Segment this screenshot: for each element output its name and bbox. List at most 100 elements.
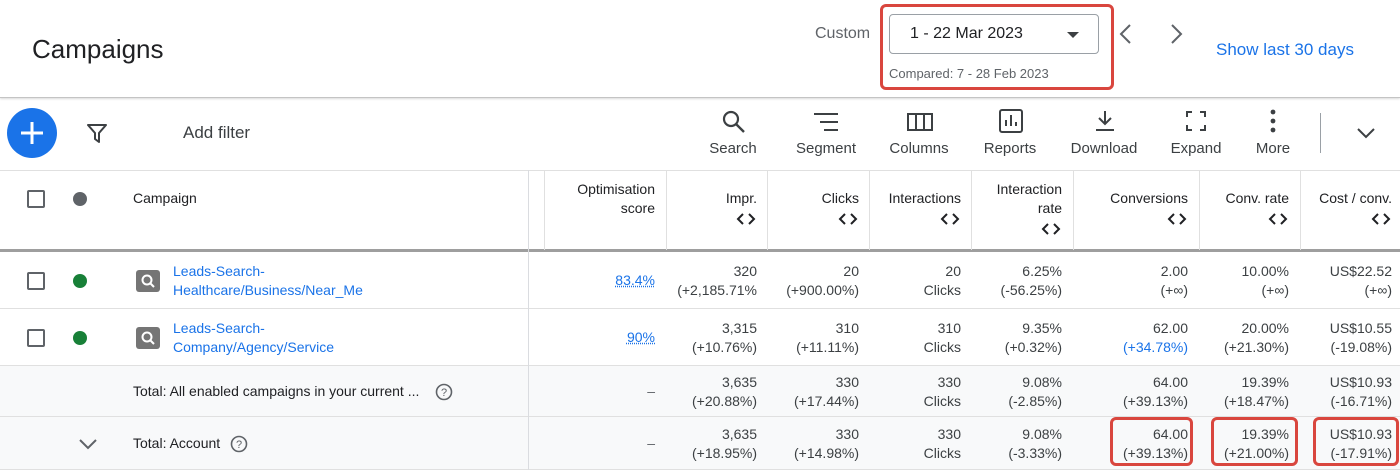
total-label: Total: All enabled campaigns in your cur… (133, 382, 420, 399)
columns-icon (907, 113, 933, 131)
next-button[interactable] (1166, 22, 1186, 46)
metric-value: US$10.93 (1329, 373, 1392, 390)
tool-label[interactable]: Reports (983, 140, 1037, 157)
metric-value: US$10.55 (1329, 319, 1392, 336)
compared-range: Compared: 7 - 28 Feb 2023 (889, 66, 1049, 81)
metric-change: (+20.88%) (692, 392, 757, 409)
expand-icon (1186, 111, 1206, 131)
metric-value: 310 (937, 319, 961, 336)
column-header: Conversions (1110, 190, 1188, 206)
row (0, 417, 1400, 470)
tool-label[interactable]: Search (709, 140, 757, 157)
column-header: Cost / conv. (1319, 190, 1392, 206)
header-bottom-border (0, 249, 1400, 252)
metric-change: Clicks (923, 444, 961, 461)
metric-change: (+17.44%) (794, 392, 859, 409)
column-header: Interaction rate (996, 181, 1062, 216)
metric-value: 64.00 (1152, 373, 1188, 390)
metric-value: 10.00% (1241, 262, 1289, 279)
column-divider (1073, 170, 1074, 250)
metric-change: (+18.95%) (692, 444, 757, 461)
metric-value: 310 (835, 319, 859, 336)
campaign-link[interactable]: Leads-Search- (173, 262, 265, 279)
optimisation-score[interactable]: 90% (626, 328, 655, 345)
page-title: Campaigns (32, 34, 164, 64)
column-header: Clicks (821, 190, 859, 206)
sort-icon (1167, 213, 1187, 225)
date-range[interactable]: 1 - 22 Mar 2023 (910, 25, 1023, 42)
column-header: Interactions (888, 190, 961, 206)
header (0, 0, 1400, 98)
metric-value: 3,315 (721, 319, 757, 336)
tool-label[interactable]: Download (1070, 140, 1138, 157)
metric-value: 330 (835, 373, 859, 390)
row-checkbox[interactable] (27, 328, 45, 347)
metric-change: (-56.25%) (1000, 281, 1062, 298)
campaign-link[interactable]: Healthcare/Business/Near_Me (173, 281, 363, 298)
metric-value: 20 (945, 262, 961, 279)
column-header: Optimisation score (577, 181, 655, 216)
metric-change: (+∞) (1261, 281, 1289, 298)
row (0, 366, 1400, 417)
metric-value: 64.00 (1152, 425, 1188, 442)
metric-value: 6.25% (1022, 262, 1062, 279)
add-filter[interactable]: Add filter (183, 123, 251, 142)
expand-total (79, 438, 97, 449)
date-dropdown[interactable] (889, 14, 1099, 54)
row (0, 252, 1400, 309)
metric-value: 19.39% (1241, 373, 1289, 390)
column-divider (666, 170, 667, 250)
highlight-box (880, 4, 1114, 90)
table-top-border (0, 170, 1400, 171)
column-divider (869, 170, 870, 250)
metric-change: (-17.91%) (1330, 444, 1392, 461)
metric-value: 330 (937, 425, 961, 442)
highlight-box (1313, 417, 1399, 466)
filter-icon[interactable] (86, 122, 108, 144)
metric-change: Clicks (923, 281, 961, 298)
download-icon (1096, 111, 1114, 131)
metric-value: 19.39% (1241, 425, 1289, 442)
select-all-checkbox[interactable] (27, 190, 45, 208)
metric-change: (+18.47%) (1224, 392, 1289, 409)
column-divider (971, 170, 972, 250)
status-dot (73, 273, 87, 288)
search-icon (722, 110, 745, 133)
sort-icon (1268, 213, 1288, 225)
row-checkbox[interactable] (27, 271, 45, 290)
column-divider (544, 170, 545, 250)
toolbar-divider (1320, 113, 1321, 153)
metric-change: (-19.08%) (1330, 338, 1392, 355)
svg-text:?: ? (441, 387, 447, 399)
tool-label[interactable]: More (1255, 140, 1291, 157)
metric-value: US$10.93 (1329, 425, 1392, 442)
metric-change: (+∞) (1364, 281, 1392, 298)
status-dot (73, 192, 87, 206)
collapse-toolbar[interactable] (1356, 126, 1376, 140)
highlight-box (1211, 417, 1298, 466)
campaign-link[interactable]: Company/Agency/Service (173, 338, 335, 355)
metric-change: (+21.30%) (1224, 338, 1289, 355)
dropdown-caret (1067, 32, 1079, 38)
metric-change: (+2,185.71% (677, 281, 757, 298)
tool-label[interactable]: Columns (889, 140, 949, 157)
show-last-link[interactable]: Show last 30 days (1216, 40, 1354, 59)
prev-button[interactable] (1116, 22, 1136, 46)
campaign-link[interactable]: Leads-Search- (173, 319, 265, 336)
metric-value: 62.00 (1152, 319, 1188, 336)
segment-icon (814, 113, 838, 131)
sort-icon (838, 213, 858, 225)
column-divider (1199, 170, 1200, 250)
highlight-box (1110, 417, 1193, 466)
search-campaign-icon (136, 269, 160, 292)
add-button[interactable] (6, 107, 58, 159)
metric-value: US$22.52 (1329, 262, 1392, 279)
metric-change: (+39.13%) (1123, 392, 1188, 409)
metric-change: (+900.00%) (786, 281, 859, 298)
tool-label[interactable]: Expand (1170, 140, 1222, 157)
tool-label[interactable]: Segment (795, 140, 857, 157)
metric-value: 9.08% (1022, 425, 1062, 442)
optimisation-score[interactable]: 83.4% (615, 271, 655, 288)
reports-icon (999, 109, 1023, 133)
